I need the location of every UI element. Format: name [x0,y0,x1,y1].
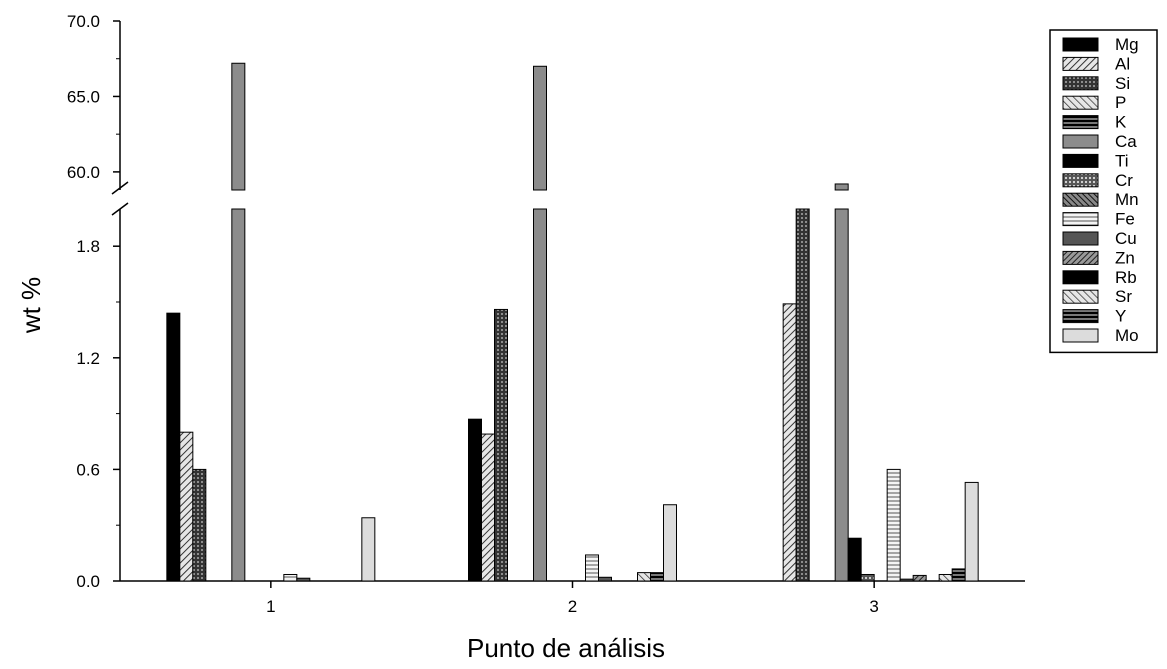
legend-label-rb: Rb [1115,268,1137,287]
x-tick-label: 3 [869,597,878,616]
x-tick-label: 2 [568,597,577,616]
bar-ti-3 [847,537,862,582]
x-tick-label: 1 [266,597,275,616]
bar-fe-1 [283,573,298,582]
legend-swatch-p [1062,95,1099,110]
legend-swatch-cr [1062,173,1099,188]
legend-swatch-sr [1062,289,1099,304]
bar-si-3 [795,208,810,582]
bar-ca-2-lower [533,208,547,582]
legend-swatch-cu [1062,231,1099,246]
bar-mo-3 [964,481,979,582]
y-tick-label: 1.2 [76,349,100,368]
bar-si-2 [494,308,508,582]
bar-mg-1 [166,312,181,582]
legend-swatch-mo [1062,328,1099,343]
bar-al-1 [179,431,194,582]
bar-cu-2 [598,576,612,582]
y-tick-label: 0.0 [76,572,100,591]
legend-label-y: Y [1115,307,1126,326]
legend-label-fe: Fe [1115,210,1135,229]
axis-break-mark [111,181,129,195]
bar-y-2 [650,572,664,582]
bar-ca-1-upper [231,62,246,191]
bar-ca-1-lower [231,208,246,582]
legend-swatch-y [1062,309,1099,324]
bar-mo-1 [361,517,376,582]
legend-label-ca: Ca [1115,132,1137,151]
bar-al-2 [481,433,495,582]
bar-cu-1 [296,577,311,582]
bar-zn-3 [912,574,927,582]
legend-label-ti: Ti [1115,151,1129,170]
y-tick-label: 65.0 [67,87,100,106]
bar-al-3 [782,303,797,582]
bar-sr-2 [637,572,651,582]
bars [166,62,979,582]
bar-ca-3-lower [834,208,849,582]
legend-swatch-zn [1062,250,1099,265]
bar-ca-3-upper [834,183,849,191]
x-axis-title: Punto de análisis [467,633,665,663]
bar-ca-2-upper [533,65,547,191]
legend-label-mg: Mg [1115,35,1139,54]
legend-swatch-mn [1062,192,1099,207]
legend-label-si: Si [1115,74,1130,93]
tick-labels: 0.0 0.6 1.2 1.8 60.0 65.0 70.0 1 2 3 [67,12,879,616]
y-tick-label: 0.6 [76,460,100,479]
legend-label-mo: Mo [1115,326,1139,345]
bar-fe-2 [585,554,599,582]
y-tick-label: 60.0 [67,163,100,182]
legend-label-al: Al [1115,54,1130,73]
bar-fe-3 [886,468,901,582]
legend-label-zn: Zn [1115,248,1135,267]
bar-mo-2 [663,504,677,582]
legend-swatch-k [1062,115,1099,130]
legend-label-sr: Sr [1115,287,1132,306]
legend-swatch-ti [1062,153,1099,168]
y-tick-label: 70.0 [67,12,100,31]
bar-cu-3 [899,578,914,582]
bar-sr-3 [938,573,953,582]
legend-label-mn: Mn [1115,190,1139,209]
legend-swatch-si [1062,76,1099,91]
legend-swatch-mg [1062,37,1099,52]
legend-swatch-rb [1062,270,1099,285]
legend-label-k: K [1115,113,1127,132]
legend-label-p: P [1115,93,1126,112]
y-axis-title: wt % [16,277,46,334]
axis-break-mark [111,202,129,216]
y-tick-label: 1.8 [76,237,100,256]
bar-cr-3 [860,573,875,582]
legend-swatch-fe [1062,212,1099,227]
legend-swatch-ca [1062,134,1099,149]
legend-swatch-al [1062,56,1099,71]
legend-label-cr: Cr [1115,171,1133,190]
bar-y-3 [951,568,966,582]
bar-mg-2 [468,418,482,582]
bar-si-1 [192,468,207,582]
legend-label-cu: Cu [1115,229,1137,248]
